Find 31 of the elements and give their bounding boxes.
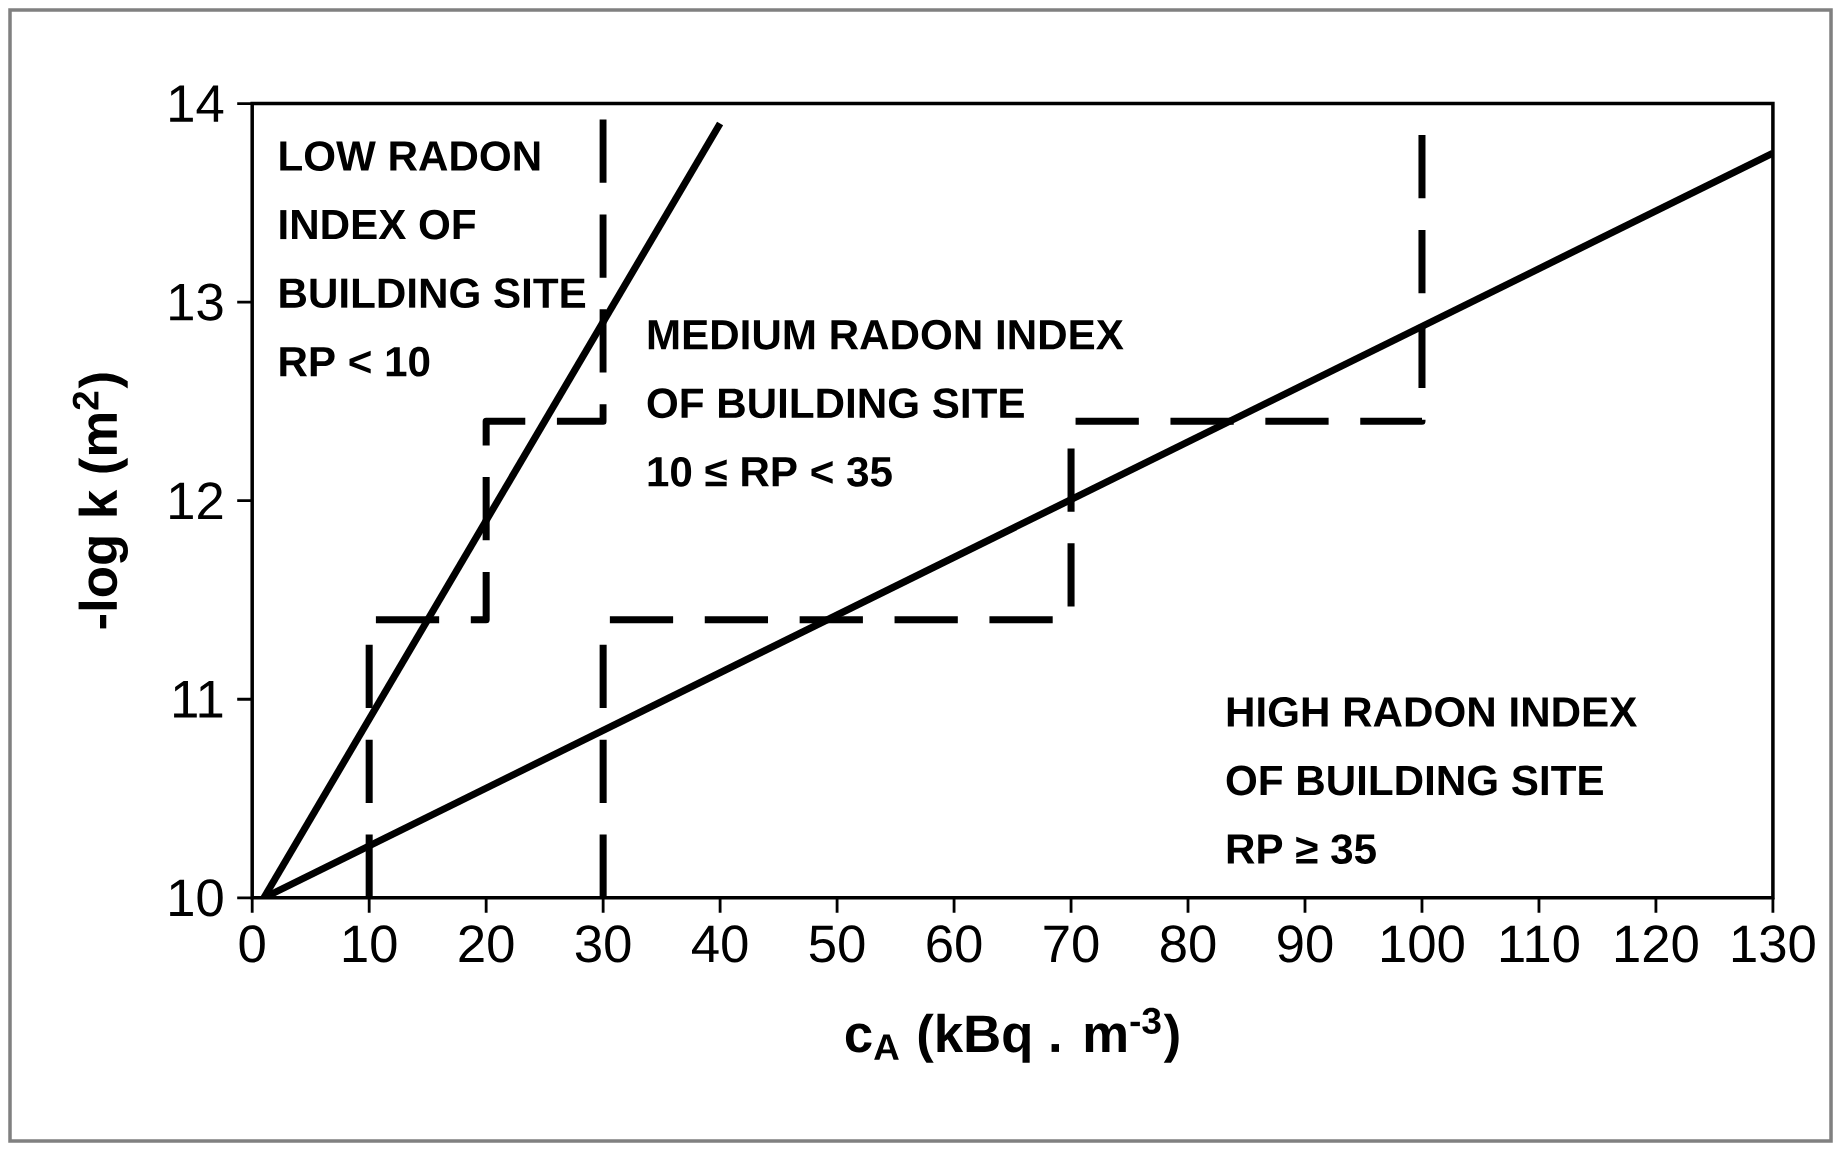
annotation: BUILDING SITE (280, 278, 586, 309)
y-tick-label: 10 (170, 879, 223, 917)
annotation: INDEX OF (280, 209, 476, 240)
x-tick-label: 60 (927, 925, 982, 963)
x-tick-label: 50 (809, 925, 865, 963)
x-tick-label: 0 (239, 925, 265, 963)
annotation: LOW RADON (280, 141, 540, 171)
annotation: OF BUILDING SITE (1226, 765, 1603, 796)
x-tick-label: 30 (575, 925, 631, 963)
y-tick-label: 13 (170, 283, 223, 321)
y-axis-title: -log k (m$^{2}$) (72, 373, 128, 629)
x-tick-label: 10 (343, 925, 397, 963)
x-tick-label: 90 (1278, 925, 1333, 963)
x-tick-label: 40 (692, 925, 748, 963)
annotation: HIGH RADON INDEX (1227, 697, 1637, 727)
x-tick-label: 120 (1615, 925, 1698, 963)
x-tick-label: 20 (459, 925, 514, 963)
x-tick-label: 110 (1500, 925, 1579, 963)
x-tick-label: 130 (1732, 925, 1815, 963)
annotation: RP ≥ 35 (1227, 834, 1376, 865)
x-tick-label: 100 (1382, 925, 1464, 963)
annotation: RP < 10 (280, 346, 430, 377)
annotation: 10 ≤ RP < 35 (648, 456, 892, 487)
annotation: MEDIUM RADON INDEX (648, 319, 1124, 350)
annotation: OF BUILDING SITE (647, 388, 1024, 419)
y-tick-label: 12 (170, 482, 223, 520)
y-tick-label: 14 (170, 85, 224, 122)
x-tick-label: 70 (1044, 925, 1099, 963)
y-tick-label: 11 (174, 681, 223, 718)
x-axis-title: c$_{A}$ (kBq . m$^{-3}$) (845, 1007, 1179, 1063)
x-tick-label: 80 (1161, 925, 1216, 963)
